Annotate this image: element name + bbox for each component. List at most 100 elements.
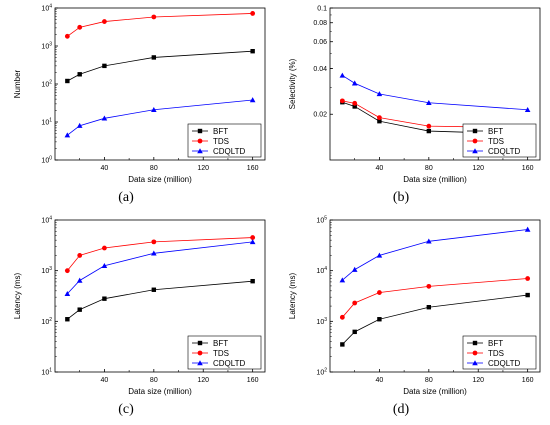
legend-label-tds: TDS (488, 349, 504, 358)
x-tick-label: 80 (425, 377, 433, 384)
data-point-tds (250, 11, 256, 16)
y-tick-label: 100 (41, 156, 52, 165)
panel-label-d: (d) (392, 402, 410, 417)
data-point-cdqltd (524, 226, 531, 232)
data-point-tds (377, 290, 382, 295)
data-point-bft (426, 128, 432, 134)
x-tick-label: 120 (197, 377, 209, 384)
data-point-cdqltd (524, 106, 531, 113)
data-point-cdqltd (76, 122, 83, 128)
x-tick-label: 160 (247, 165, 259, 172)
data-point-tds (64, 33, 70, 39)
data-point-bft (250, 278, 255, 284)
y-tick-label: 0.1 (317, 6, 327, 13)
series-line-bft (67, 280, 253, 320)
panel-label-a: (a) (118, 190, 134, 205)
data-point-cdqltd (339, 277, 346, 283)
data-point-tds (77, 253, 83, 258)
data-point-tds (151, 239, 157, 245)
data-point-cdqltd (351, 266, 358, 272)
data-point-bft (377, 118, 382, 124)
legend-marker-bft (197, 128, 203, 134)
y-axis-label: Selectivity (%) (288, 58, 297, 109)
legend-label-bft: BFT (213, 127, 228, 136)
x-tick-label: 160 (522, 165, 534, 172)
series-line-tds (67, 13, 253, 37)
data-point-cdqltd (64, 290, 71, 297)
y-tick-label: 101 (41, 368, 52, 377)
y-axis-label: Latency (ms) (288, 273, 297, 320)
data-point-cdqltd (351, 80, 358, 86)
y-tick-label: 0.02 (313, 112, 327, 119)
legend-label-bft: BFT (488, 339, 503, 348)
data-point-tds (426, 123, 432, 129)
data-point-tds (77, 24, 83, 30)
y-tick-label: 102 (316, 368, 327, 377)
x-axis-label: Data size (million) (403, 175, 467, 184)
chart-b: 40 80 120 160 0.02 0.04 0.06 0.08 0.1 Data size (… (288, 6, 541, 184)
data-point-tds (426, 283, 432, 289)
data-point-bft (77, 72, 82, 77)
x-tick-label: 120 (472, 165, 484, 172)
panel-label-c: (c) (118, 402, 134, 417)
data-point-cdqltd (101, 115, 108, 121)
series-line-tds (67, 237, 253, 271)
x-axis-label: Data size (million) (128, 387, 192, 396)
data-point-bft (250, 48, 255, 54)
data-point-cdqltd (249, 97, 256, 103)
data-point-tds (102, 245, 107, 251)
data-point-tds (377, 115, 382, 121)
y-tick-label: 103 (41, 42, 52, 51)
y-tick-label: 102 (41, 80, 52, 89)
x-tick-label: 160 (522, 377, 534, 384)
series-line-cdqltd (342, 229, 528, 281)
legend-label-cdqltd: CDQLTD (213, 359, 246, 368)
data-point-cdqltd (76, 277, 83, 283)
legend-label-tds: TDS (213, 137, 229, 146)
y-axis-label: Number (13, 69, 22, 98)
chart-c: 40 80 120 160 101 102 103 104 Data size (million… (13, 216, 266, 396)
y-tick-label: 0.06 (313, 39, 327, 46)
legend-label-cdqltd: CDQLTD (213, 147, 246, 156)
plot-frame (54, 219, 266, 373)
x-tick-label: 80 (150, 165, 158, 172)
y-tick-label: 101 (41, 118, 52, 127)
x-tick-label: 40 (376, 165, 384, 172)
y-tick-label: 104 (41, 4, 52, 13)
data-point-cdqltd (151, 250, 157, 256)
data-point-tds (352, 100, 358, 106)
legend-marker-cdqltd (197, 148, 203, 154)
plot-frame (329, 7, 541, 161)
data-point-cdqltd (376, 91, 383, 97)
data-point-bft (525, 292, 530, 298)
legend-marker-cdqltd (472, 148, 478, 154)
data-point-tds (64, 268, 70, 274)
y-tick-label: 104 (316, 266, 327, 275)
legend-marker-tds (197, 350, 203, 356)
y-tick-label: 0.04 (313, 66, 327, 73)
data-point-tds (525, 276, 531, 281)
legend-marker-bft (472, 340, 478, 346)
legend-label-cdqltd: CDQLTD (488, 359, 521, 368)
data-point-cdqltd (339, 72, 346, 78)
data-point-tds (250, 235, 256, 240)
data-point-cdqltd (151, 106, 157, 112)
legend-marker-bft (472, 128, 478, 134)
y-tick-label: 103 (316, 317, 327, 326)
y-tick-label: 0.08 (313, 20, 327, 27)
data-point-tds (102, 19, 107, 24)
data-point-cdqltd (426, 99, 432, 106)
data-point-bft (352, 329, 357, 335)
data-point-bft (65, 78, 70, 84)
legend-marker-bft (197, 340, 203, 346)
y-tick-label: 104 (41, 216, 52, 225)
data-point-cdqltd (376, 252, 383, 258)
series-line-tds (342, 278, 528, 318)
legend-label-cdqltd: CDQLTD (488, 147, 521, 156)
panel-label-b: (b) (392, 190, 410, 205)
x-tick-label: 40 (376, 377, 384, 384)
x-tick-label: 80 (425, 165, 433, 172)
x-tick-label: 80 (150, 377, 158, 384)
data-point-bft (77, 307, 82, 312)
